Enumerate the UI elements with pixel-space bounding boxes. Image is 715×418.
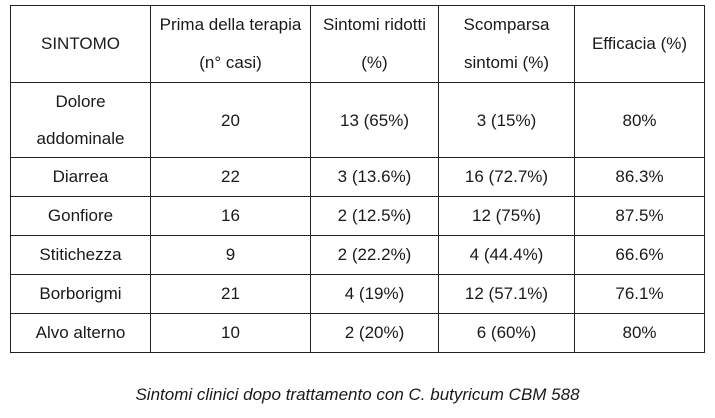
table-row: Diarrea 22 3 (13.6%) 16 (72.7%) 86.3%	[10, 157, 705, 197]
cell-efficacy: 86.3%	[574, 157, 705, 197]
symptoms-table: SINTOMO Prima della terapia (n° casi) Si…	[10, 5, 705, 353]
header-efficacia: Efficacia (%)	[574, 5, 705, 83]
cell-reduced: 13 (65%)	[310, 82, 439, 158]
header-sintomo: SINTOMO	[10, 5, 151, 83]
cell-cases: 16	[150, 196, 311, 236]
cell-reduced: 2 (20%)	[310, 313, 439, 353]
cell-efficacy: 76.1%	[574, 274, 705, 314]
table-row: Gonfiore 16 2 (12.5%) 12 (75%) 87.5%	[10, 196, 705, 236]
cell-resolved: 12 (75%)	[438, 196, 575, 236]
cell-cases: 10	[150, 313, 311, 353]
cell-resolved: 12 (57.1%)	[438, 274, 575, 314]
cell-resolved: 6 (60%)	[438, 313, 575, 353]
table-caption: Sintomi clinici dopo trattamento con C. …	[135, 385, 580, 404]
cell-symptom: Stitichezza	[10, 235, 151, 275]
table-header-row: SINTOMO Prima della terapia (n° casi) Si…	[10, 5, 705, 83]
cell-symptom: Diarrea	[10, 157, 151, 197]
cell-cases: 9	[150, 235, 311, 275]
cell-efficacy: 80%	[574, 82, 705, 158]
header-sintomi-ridotti: Sintomi ridotti (%)	[310, 5, 439, 83]
cell-cases: 20	[150, 82, 311, 158]
cell-symptom: Dolore addominale	[10, 82, 151, 158]
header-scomparsa-sintomi: Scomparsa sintomi (%)	[438, 5, 575, 83]
cell-efficacy: 87.5%	[574, 196, 705, 236]
cell-resolved: 16 (72.7%)	[438, 157, 575, 197]
cell-resolved: 4 (44.4%)	[438, 235, 575, 275]
cell-efficacy: 80%	[574, 313, 705, 353]
cell-reduced: 3 (13.6%)	[310, 157, 439, 197]
cell-efficacy: 66.6%	[574, 235, 705, 275]
cell-symptom: Alvo alterno	[10, 313, 151, 353]
cell-resolved: 3 (15%)	[438, 82, 575, 158]
table-row: Borborigmi 21 4 (19%) 12 (57.1%) 76.1%	[10, 274, 705, 314]
header-prima-terapia: Prima della terapia (n° casi)	[150, 5, 311, 83]
table-row: Alvo alterno 10 2 (20%) 6 (60%) 80%	[10, 313, 705, 353]
cell-cases: 21	[150, 274, 311, 314]
symptoms-table-container: SINTOMO Prima della terapia (n° casi) Si…	[10, 5, 705, 353]
cell-symptom: Borborigmi	[10, 274, 151, 314]
table-row: Stitichezza 9 2 (22.2%) 4 (44.4%) 66.6%	[10, 235, 705, 275]
cell-symptom: Gonfiore	[10, 196, 151, 236]
cell-reduced: 4 (19%)	[310, 274, 439, 314]
cell-reduced: 2 (22.2%)	[310, 235, 439, 275]
cell-cases: 22	[150, 157, 311, 197]
cell-reduced: 2 (12.5%)	[310, 196, 439, 236]
table-row: Dolore addominale 20 13 (65%) 3 (15%) 80…	[10, 82, 705, 158]
